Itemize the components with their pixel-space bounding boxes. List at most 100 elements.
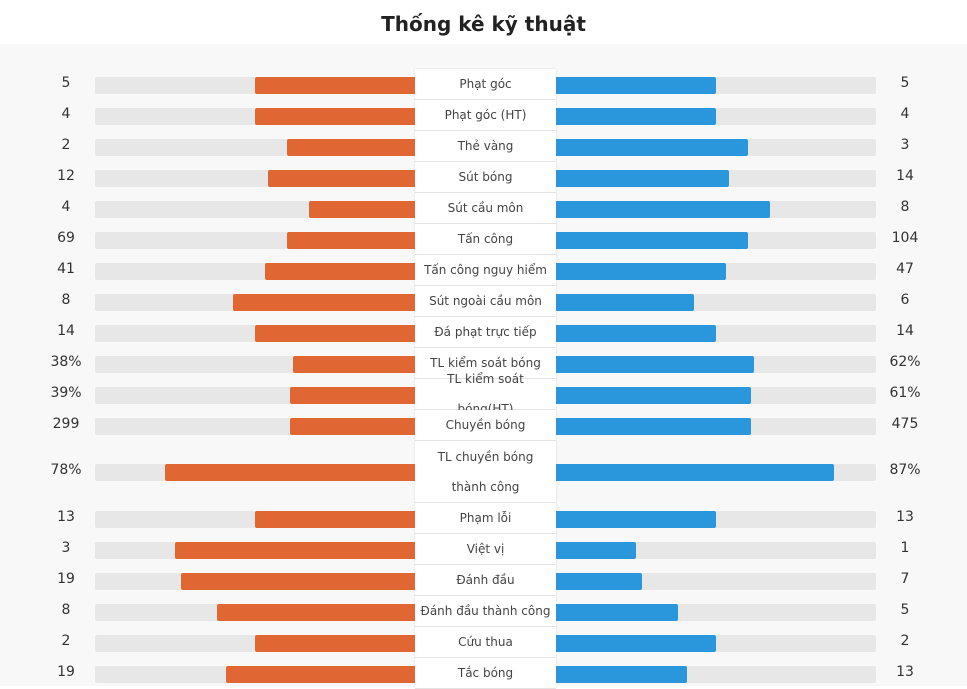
away-bar xyxy=(556,541,636,559)
home-bar xyxy=(265,262,415,280)
stat-label: Thẻ vàng xyxy=(415,131,556,162)
stat-label: Tắc bóng xyxy=(415,658,556,689)
away-bar-track xyxy=(556,464,876,481)
home-bar-track xyxy=(95,603,415,621)
home-value: 8 xyxy=(61,291,71,308)
stat-label: TL kiểm soát bóng xyxy=(415,348,556,379)
home-bar-track xyxy=(95,262,415,280)
home-bar xyxy=(290,386,415,404)
away-bar-track xyxy=(556,386,876,404)
away-bar-track xyxy=(556,76,876,94)
away-bar xyxy=(556,107,716,125)
away-value: 8 xyxy=(900,198,910,215)
home-bar-track xyxy=(95,572,415,590)
home-value: 13 xyxy=(57,508,75,525)
home-value: 19 xyxy=(57,570,75,587)
stat-label: Phạm lỗi xyxy=(415,503,556,534)
home-bar-track xyxy=(95,386,415,404)
home-bar-track xyxy=(95,324,415,342)
home-bar xyxy=(165,464,415,481)
away-bar-track xyxy=(556,510,876,528)
stat-label: TL chuyền bóng thành công xyxy=(415,441,556,503)
stat-label: Đánh đầu xyxy=(415,565,556,596)
away-value: 13 xyxy=(896,663,914,680)
away-bar-track xyxy=(556,200,876,218)
home-bar xyxy=(255,510,415,528)
home-bar-track xyxy=(95,464,415,481)
stat-label: Sút cầu môn xyxy=(415,193,556,224)
away-value: 13 xyxy=(896,508,914,525)
home-bar-track xyxy=(95,231,415,249)
home-bar xyxy=(217,603,415,621)
home-bar-track xyxy=(95,665,415,683)
away-value: 61% xyxy=(889,384,921,401)
away-bar xyxy=(556,231,748,249)
away-bar xyxy=(556,572,642,590)
home-bar xyxy=(255,324,415,342)
stat-label: Cứu thua xyxy=(415,627,556,658)
home-bar xyxy=(255,634,415,652)
home-value: 4 xyxy=(61,105,71,122)
away-bar-track xyxy=(556,107,876,125)
away-bar-track xyxy=(556,262,876,280)
away-bar xyxy=(556,386,751,404)
home-bar xyxy=(293,355,415,373)
away-value: 87% xyxy=(889,462,921,478)
home-value: 8 xyxy=(61,601,71,618)
away-bar xyxy=(556,293,694,311)
away-bar-track xyxy=(556,169,876,187)
home-bar xyxy=(226,665,415,683)
home-bar xyxy=(255,107,415,125)
home-bar-track xyxy=(95,355,415,373)
home-bar xyxy=(287,138,415,156)
away-bar xyxy=(556,665,687,683)
home-value: 3 xyxy=(61,539,71,556)
away-bar-track xyxy=(556,541,876,559)
away-bar xyxy=(556,324,716,342)
page-title: Thống kê kỹ thuật xyxy=(381,12,586,36)
away-value: 104 xyxy=(891,229,919,246)
away-value: 1 xyxy=(900,539,910,556)
away-bar xyxy=(556,138,748,156)
away-bar xyxy=(556,634,716,652)
home-bar xyxy=(181,572,415,590)
stat-label: Tấn công nguy hiểm xyxy=(415,255,556,286)
home-value: 12 xyxy=(57,167,75,184)
away-value: 47 xyxy=(896,260,914,277)
home-value: 2 xyxy=(61,632,71,649)
stat-label: Sút bóng xyxy=(415,162,556,193)
away-value: 6 xyxy=(900,291,910,308)
home-bar-track xyxy=(95,417,415,435)
home-bar xyxy=(309,200,415,218)
away-value: 7 xyxy=(900,570,910,587)
home-bar xyxy=(175,541,415,559)
home-value: 4 xyxy=(61,198,71,215)
away-bar-track xyxy=(556,665,876,683)
away-bar xyxy=(556,200,770,218)
home-bar-track xyxy=(95,634,415,652)
home-bar xyxy=(290,417,415,435)
home-value: 38% xyxy=(50,353,82,370)
away-bar-track xyxy=(556,417,876,435)
stat-label: Đá phạt trực tiếp xyxy=(415,317,556,348)
away-value: 14 xyxy=(896,167,914,184)
home-bar xyxy=(233,293,415,311)
away-value: 475 xyxy=(891,415,919,432)
away-value: 5 xyxy=(900,601,910,618)
home-bar-track xyxy=(95,107,415,125)
home-value: 2 xyxy=(61,136,71,153)
stat-label: Chuyền bóng xyxy=(415,410,556,441)
away-bar-track xyxy=(556,634,876,652)
away-bar xyxy=(556,76,716,94)
home-value: 14 xyxy=(57,322,75,339)
away-bar-track xyxy=(556,293,876,311)
home-value: 69 xyxy=(57,229,75,246)
home-value: 5 xyxy=(61,74,71,91)
stat-label: Phạt góc (HT) xyxy=(415,100,556,131)
home-bar xyxy=(268,169,415,187)
home-bar-track xyxy=(95,169,415,187)
home-bar-track xyxy=(95,541,415,559)
home-bar xyxy=(287,231,415,249)
away-value: 3 xyxy=(900,136,910,153)
away-bar xyxy=(556,417,751,435)
